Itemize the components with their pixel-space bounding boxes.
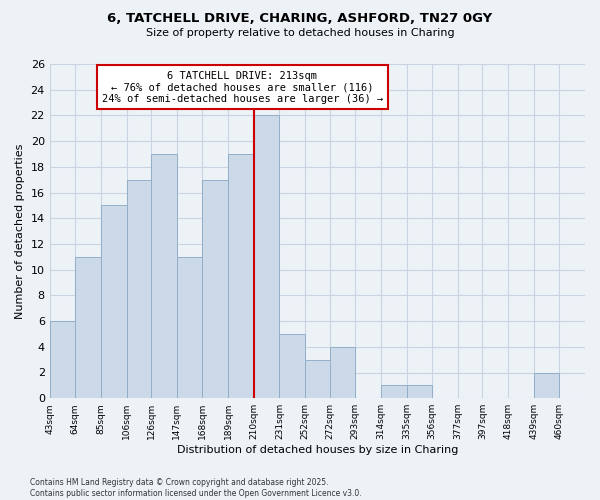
- Text: 6, TATCHELL DRIVE, CHARING, ASHFORD, TN27 0GY: 6, TATCHELL DRIVE, CHARING, ASHFORD, TN2…: [107, 12, 493, 26]
- Bar: [151, 154, 177, 398]
- Bar: [50, 321, 76, 398]
- Bar: [533, 372, 559, 398]
- Y-axis label: Number of detached properties: Number of detached properties: [15, 144, 25, 319]
- Text: Contains HM Land Registry data © Crown copyright and database right 2025.
Contai: Contains HM Land Registry data © Crown c…: [30, 478, 362, 498]
- Bar: [305, 360, 331, 398]
- Text: 6 TATCHELL DRIVE: 213sqm
← 76% of detached houses are smaller (116)
24% of semi-: 6 TATCHELL DRIVE: 213sqm ← 76% of detach…: [102, 70, 383, 104]
- Bar: [101, 206, 127, 398]
- Text: Size of property relative to detached houses in Charing: Size of property relative to detached ho…: [146, 28, 454, 38]
- Bar: [381, 386, 407, 398]
- Bar: [407, 386, 432, 398]
- Bar: [127, 180, 152, 398]
- Bar: [329, 347, 355, 398]
- Bar: [177, 257, 202, 398]
- Bar: [254, 116, 280, 398]
- X-axis label: Distribution of detached houses by size in Charing: Distribution of detached houses by size …: [176, 445, 458, 455]
- Bar: [280, 334, 305, 398]
- Bar: [228, 154, 254, 398]
- Bar: [76, 257, 101, 398]
- Bar: [202, 180, 228, 398]
